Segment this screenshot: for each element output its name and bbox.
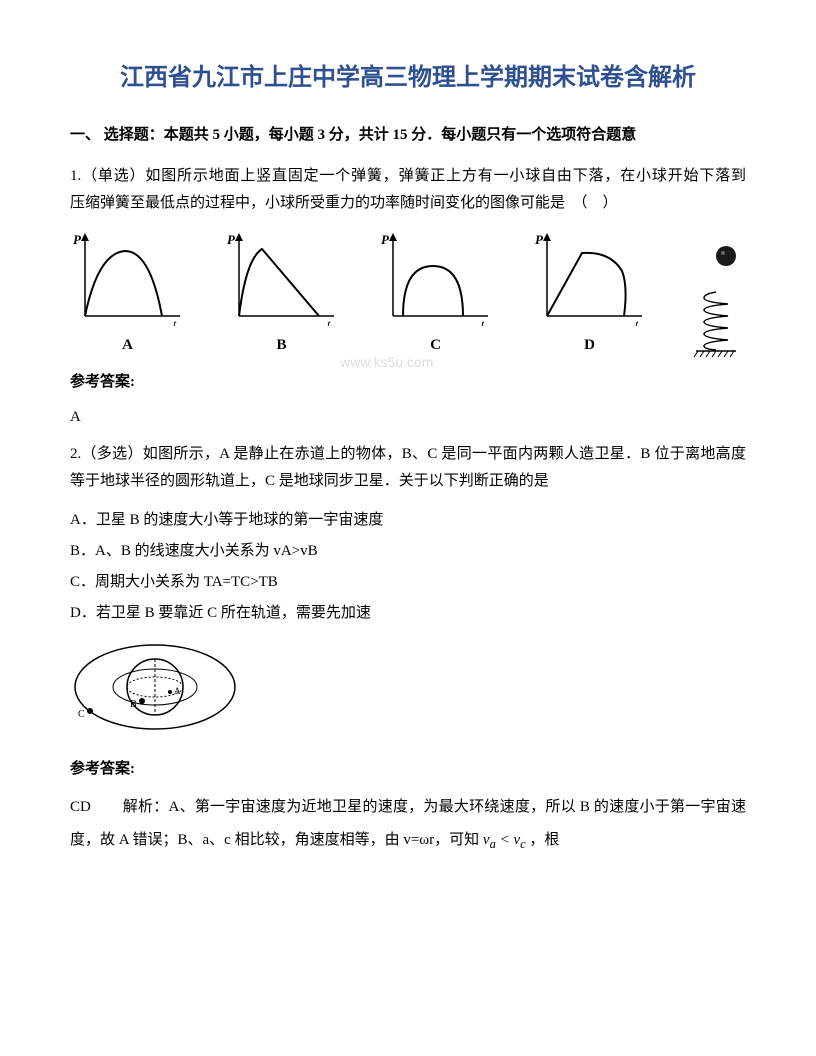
axis-t-label: t	[481, 317, 485, 326]
svg-text:C: C	[78, 709, 85, 720]
q2-answer-value: CD	[70, 799, 91, 815]
q2-answer-label: 参考答案:	[70, 756, 746, 783]
graph-d: P t D	[532, 231, 647, 359]
graph-b-label: B	[276, 332, 286, 359]
question-1-graphs: P t A P t B P	[70, 231, 746, 359]
axis-p-label: P	[535, 232, 544, 247]
spring-diagram	[686, 244, 746, 359]
svg-text:A: A	[174, 686, 181, 696]
orbit-diagram: B A C	[70, 639, 746, 744]
q2-analysis-tail: ，根	[529, 832, 559, 848]
graph-b: P t B	[224, 231, 339, 359]
q2-option-c: C．周期大小关系为 TA=TC>TB	[70, 569, 746, 596]
graph-a: P t A	[70, 231, 185, 359]
graph-c: P t C	[378, 231, 493, 359]
q2-option-d: D．若卫星 B 要靠近 C 所在轨道，需要先加速	[70, 600, 746, 627]
q1-answer-label: 参考答案:	[70, 369, 746, 396]
q2-option-a: A．卫星 B 的速度大小等于地球的第一宇宙速度	[70, 507, 746, 534]
svg-text:B: B	[130, 699, 137, 710]
graph-a-label: A	[122, 332, 133, 359]
axis-p-label: P	[227, 232, 236, 247]
graph-c-label: C	[430, 332, 441, 359]
document-title: 江西省九江市上庄中学高三物理上学期期末试卷含解析	[70, 60, 746, 96]
axis-p-label: P	[381, 232, 390, 247]
graph-d-label: D	[584, 332, 595, 359]
q2-option-b: B．A、B 的线速度大小关系为 vA>vB	[70, 538, 746, 565]
axis-t-label: t	[327, 317, 331, 326]
q1-answer: A	[70, 404, 746, 431]
formula-va-vc: va < vc	[483, 832, 530, 848]
q2-analysis-text: 解析：A、第一宇宙速度为近地卫星的速度，为最大环绕速度，所以 B 的速度小于第一…	[70, 799, 746, 848]
question-1-text: 1.（单选）如图所示地面上竖直固定一个弹簧，弹簧正上方有一小球自由下落，在小球开…	[70, 163, 746, 217]
q2-analysis: CD 解析：A、第一宇宙速度为近地卫星的速度，为最大环绕速度，所以 B 的速度小…	[70, 791, 746, 859]
axis-p-label: P	[73, 232, 82, 247]
question-2-text: 2.（多选）如图所示，A 是静止在赤道上的物体，B、C 是同一平面内两颗人造卫星…	[70, 441, 746, 495]
section-header: 一、 选择题：本题共 5 小题，每小题 3 分，共计 15 分．每小题只有一个选…	[70, 122, 746, 149]
axis-t-label: t	[173, 317, 177, 326]
axis-t-label: t	[635, 317, 639, 326]
